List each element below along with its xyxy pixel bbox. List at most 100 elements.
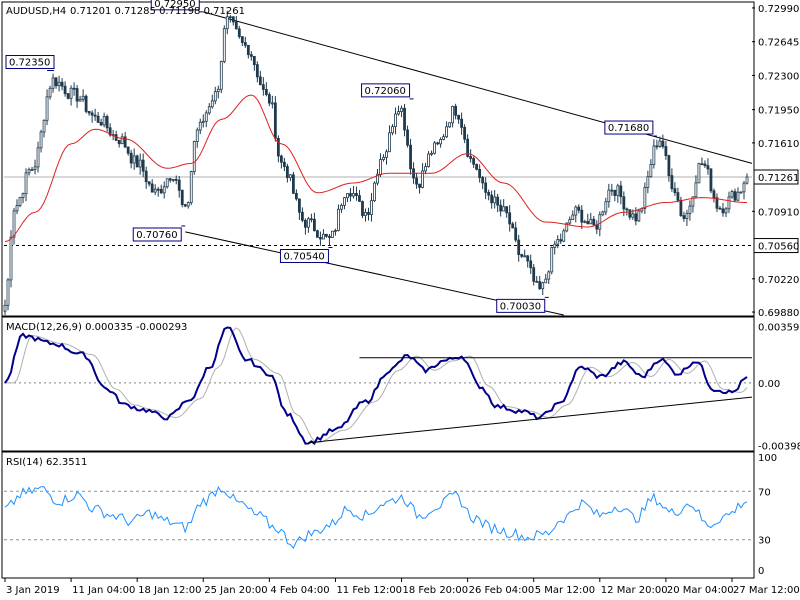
price-tick-label: 0.72990: [758, 4, 799, 15]
candle-body: [51, 77, 55, 89]
candle-body: [433, 142, 436, 154]
candle-body: [27, 169, 31, 174]
candle: [3, 299, 7, 316]
candle-body: [81, 95, 85, 100]
candle: [307, 216, 310, 233]
candle-body: [198, 121, 202, 131]
candle: [448, 122, 451, 129]
candle-body: [346, 193, 349, 199]
candle-body: [652, 145, 656, 165]
candle-body: [610, 189, 614, 192]
candle: [355, 186, 358, 201]
current-price-tag-box: [753, 169, 799, 185]
candle: [544, 273, 548, 284]
price-callout-label: 0.72350: [9, 58, 50, 69]
candle-body: [697, 163, 701, 184]
rsi-scale-label: 100: [758, 453, 777, 464]
candle: [246, 44, 250, 59]
candle-body: [270, 102, 274, 105]
candle-body: [721, 208, 725, 214]
candle: [658, 136, 662, 148]
candle: [670, 168, 674, 192]
candle-body: [544, 278, 548, 284]
time-tick-label: 3 Jan 2019: [6, 585, 60, 596]
candle: [174, 175, 178, 185]
candle: [12, 207, 16, 245]
candle: [415, 172, 418, 189]
candle-body: [24, 172, 28, 195]
candle-body: [319, 236, 322, 240]
candle-body: [502, 206, 506, 212]
candle: [586, 213, 590, 225]
candle: [153, 184, 157, 196]
candle: [523, 249, 527, 258]
price-callout: 0.72060: [361, 83, 414, 100]
candle: [99, 118, 103, 127]
candle-body: [688, 205, 692, 214]
candle: [147, 181, 151, 187]
candle-body: [294, 192, 298, 200]
candle: [207, 103, 211, 115]
candle-body: [385, 151, 388, 158]
candle-body: [394, 113, 397, 128]
candle: [282, 157, 286, 172]
candle: [51, 73, 55, 93]
candle: [709, 168, 713, 194]
candle-body: [69, 87, 73, 99]
candle-body: [117, 139, 121, 145]
candle: [15, 199, 19, 215]
candle: [688, 200, 692, 221]
candle-body: [670, 175, 674, 190]
candle: [177, 175, 181, 198]
candle-body: [201, 120, 205, 123]
price-callout-box: [496, 298, 546, 313]
candle-body: [48, 87, 52, 98]
candle-body: [682, 215, 686, 219]
candle-body: [403, 107, 406, 131]
candle-body: [105, 116, 109, 129]
candle-body: [144, 170, 148, 183]
candle: [580, 205, 584, 229]
candle-body: [246, 44, 250, 56]
candle: [319, 231, 322, 246]
candle-body: [93, 114, 97, 117]
candle-body: [141, 159, 145, 172]
candle-body: [285, 166, 289, 179]
candle-body: [282, 161, 286, 167]
candle: [42, 119, 46, 138]
candle-body: [343, 197, 346, 206]
candle-body: [667, 155, 671, 176]
candle-body: [129, 152, 133, 164]
candle-body: [18, 197, 22, 206]
candle-body: [135, 155, 139, 168]
candle: [201, 114, 205, 128]
candle-body: [445, 126, 448, 138]
price-callout-box: [150, 0, 200, 11]
candle-body: [718, 207, 722, 210]
candle: [352, 186, 355, 199]
candle: [264, 82, 268, 97]
candle: [589, 212, 593, 225]
candle: [33, 159, 37, 175]
candle-body: [204, 112, 208, 122]
candle: [132, 148, 136, 170]
candle-body: [165, 178, 169, 188]
candle: [204, 110, 208, 128]
candle: [84, 94, 88, 114]
candle: [727, 191, 731, 214]
candle-body: [9, 236, 13, 281]
candle-body: [304, 219, 307, 228]
candle-body: [219, 61, 223, 90]
candle: [556, 235, 560, 249]
candle: [382, 154, 385, 162]
candle-body: [598, 214, 602, 230]
candle-body: [276, 137, 280, 157]
candle: [604, 197, 608, 216]
candle-body: [466, 138, 470, 157]
candle: [270, 95, 274, 109]
candle-body: [517, 239, 521, 255]
candle: [279, 154, 283, 169]
candle: [285, 163, 289, 183]
candle: [601, 210, 605, 217]
candle: [93, 108, 97, 121]
